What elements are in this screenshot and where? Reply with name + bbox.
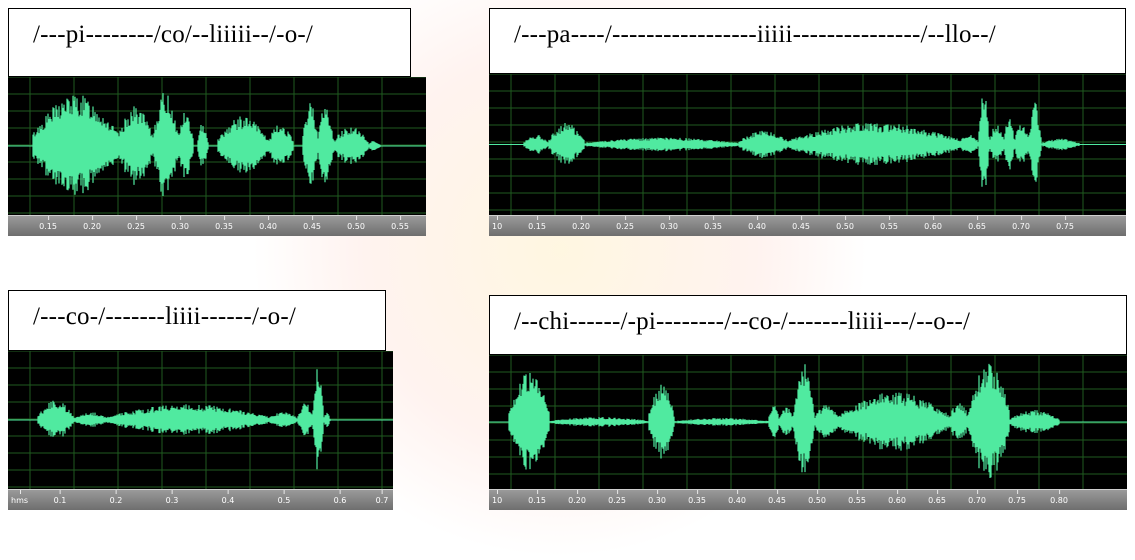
time-tick-label: 0.60 — [888, 490, 906, 505]
time-tick-label: 0.75 — [1008, 490, 1026, 505]
time-tick-label: 0.30 — [171, 216, 189, 231]
time-tick-label: 0.15 — [528, 490, 546, 505]
syllable-label: /---pa----/-----------------iiiii-------… — [489, 8, 1126, 74]
waveform-trace — [508, 363, 1060, 479]
time-tick-label: 0.50 — [347, 216, 365, 231]
time-tick-label: 0.65 — [928, 490, 946, 505]
time-tick-label: 0.20 — [572, 216, 590, 231]
time-tick-label: 0.70 — [1012, 216, 1030, 231]
time-tick-label: 0.5 — [277, 490, 291, 505]
waveform-display[interactable] — [8, 351, 393, 489]
time-ruler: 10 0.15 0.20 0.25 0.30 0.35 0.40 0.45 0.50 0.55 0.… — [489, 489, 1127, 510]
waveform-trace — [523, 98, 1080, 187]
time-tick-label: 0.25 — [127, 216, 145, 231]
waveform-trace — [37, 369, 331, 470]
time-tick-label: 10 — [492, 216, 503, 231]
time-tick-label: 0.55 — [391, 216, 409, 231]
waveform-panel-picolio: /---pi--------/co/--liiiii--/-o-/ 0.15 0.… — [8, 8, 426, 236]
time-tick-label: 0.15 — [39, 216, 57, 231]
waveform-trace — [32, 93, 381, 196]
syllable-label: /--chi------/-pi--------/--co-/-------li… — [489, 295, 1127, 355]
time-tick-label: 0.60 — [924, 216, 942, 231]
time-tick-label: 0.45 — [768, 490, 786, 505]
time-ruler: 10 0.15 0.20 0.25 0.30 0.35 0.40 0.45 0.50 0.55 0.… — [489, 215, 1126, 236]
time-tick-label: 0.15 — [528, 216, 546, 231]
time-tick-label: 0.45 — [792, 216, 810, 231]
time-tick-label: 0.50 — [808, 490, 826, 505]
time-tick-label: 0.80 — [1050, 490, 1068, 505]
time-tick-label: 0.35 — [688, 490, 706, 505]
time-tick-label: 0.25 — [616, 216, 634, 231]
time-tick-label: 0.2 — [109, 490, 123, 505]
time-tick-label: 0.55 — [848, 490, 866, 505]
time-tick-label: 0.6 — [333, 490, 347, 505]
time-tick-label: 0.30 — [648, 490, 666, 505]
time-tick-label: 0.40 — [748, 216, 766, 231]
time-tick-label: 0.3 — [165, 490, 179, 505]
time-tick-label: 0.35 — [215, 216, 233, 231]
waveform-panel-chipicolio: /--chi------/-pi--------/--co-/-------li… — [489, 295, 1127, 510]
time-tick-label: 0.65 — [968, 216, 986, 231]
time-ruler: hms 0.1 0.2 0.3 0.4 0.5 0.6 0.7 — [8, 489, 393, 510]
time-tick-label: 0.75 — [1056, 216, 1074, 231]
time-tick-label: 0.70 — [968, 490, 986, 505]
waveform-display[interactable] — [489, 74, 1126, 215]
time-tick-label: 0.50 — [836, 216, 854, 231]
time-tick-label: 0.40 — [728, 490, 746, 505]
syllable-label: /---pi--------/co/--liiiii--/-o-/ — [8, 8, 411, 77]
time-tick-label: 10 — [492, 490, 503, 505]
waveform-panel-colio: /---co-/-------liiii------/-o-/ hms 0.1 0.… — [8, 290, 393, 510]
time-tick-label: 0.55 — [880, 216, 898, 231]
time-tick-label: 0.45 — [303, 216, 321, 231]
waveform-display[interactable] — [8, 77, 426, 215]
syllable-label: /---co-/-------liiii------/-o-/ — [8, 290, 386, 351]
waveform-panel-papillo: /---pa----/-----------------iiiii-------… — [489, 8, 1126, 236]
time-tick-label: 0.1 — [53, 490, 67, 505]
time-ruler: 0.15 0.20 0.25 0.30 0.35 0.40 0.45 0.50 0.55 — [8, 215, 426, 236]
time-tick-label: 0.20 — [83, 216, 101, 231]
time-tick-label: hms — [11, 490, 29, 505]
time-tick-label: 0.40 — [259, 216, 277, 231]
waveform-display[interactable] — [489, 355, 1127, 489]
time-tick-label: 0.25 — [608, 490, 626, 505]
time-tick-label: 0.7 — [375, 490, 389, 505]
time-tick-label: 0.20 — [568, 490, 586, 505]
time-tick-label: 0.30 — [660, 216, 678, 231]
time-tick-label: 0.35 — [704, 216, 722, 231]
time-tick-label: 0.4 — [221, 490, 235, 505]
